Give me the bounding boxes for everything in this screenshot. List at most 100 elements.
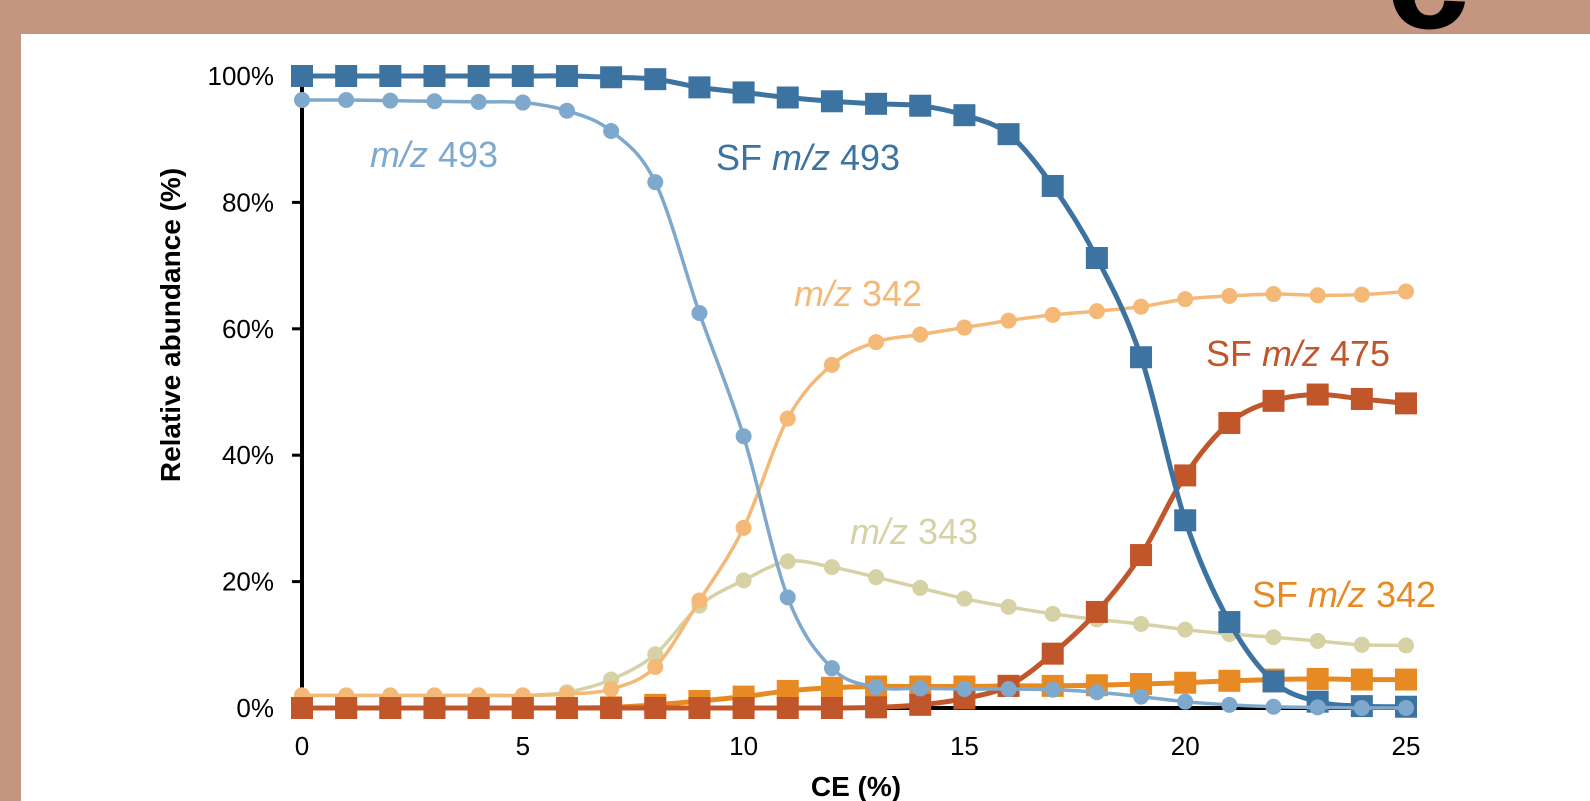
data-point-sf475 — [511, 697, 534, 719]
data-point-mz342 — [1177, 291, 1194, 308]
data-point-mz342 — [779, 410, 796, 427]
series-line-sf493 — [301, 73, 1407, 710]
data-point-mz493 — [691, 305, 708, 321]
data-point-mz342 — [1000, 312, 1017, 329]
data-point-sf475 — [379, 697, 402, 719]
y-tick-label: 80% — [222, 187, 274, 217]
data-point-mz493 — [603, 122, 620, 139]
data-point-mz342 — [647, 658, 664, 675]
data-point-mz493 — [382, 92, 399, 109]
data-point-mz342 — [823, 356, 840, 373]
data-point-mz343 — [735, 572, 752, 589]
data-point-sf493 — [600, 66, 623, 89]
label-mz342: m/z 342 — [794, 273, 922, 314]
data-point-sf493 — [291, 65, 313, 87]
data-point-sf493 — [1041, 174, 1064, 197]
data-point-mz342 — [1088, 303, 1105, 320]
data-point-mz343 — [868, 569, 885, 586]
data-point-sf493 — [909, 94, 932, 117]
data-point-mz493 — [956, 681, 973, 698]
data-point-sf493 — [1218, 611, 1241, 634]
data-point-mz342 — [1353, 286, 1370, 303]
data-point-sf475 — [865, 696, 888, 719]
label-sf342: SF m/z 342 — [1252, 574, 1436, 615]
data-point-sf493 — [997, 123, 1020, 146]
data-point-mz343 — [1309, 633, 1326, 650]
data-point-mz493 — [779, 589, 796, 606]
y-tick-label: 20% — [222, 567, 274, 597]
data-point-mz493 — [1353, 700, 1370, 716]
x-axis-label: CE (%) — [811, 771, 901, 801]
y-tick-label: 40% — [222, 440, 274, 470]
data-point-mz342 — [956, 319, 973, 336]
data-point-sf342 — [820, 676, 843, 699]
data-point-sf493 — [423, 65, 446, 87]
data-point-sf342 — [1350, 668, 1373, 691]
x-ticks: 0 5 10 15 20 25 — [295, 731, 1421, 761]
data-point-mz493 — [558, 102, 575, 119]
data-point-mz493 — [735, 428, 752, 445]
series-annotations: m/z 493 SF m/z 493 m/z 342 SF m/z 475 m/… — [370, 134, 1436, 615]
data-point-sf342 — [1306, 667, 1329, 690]
data-point-sf493 — [1130, 346, 1153, 369]
data-point-mz343 — [956, 590, 973, 607]
data-point-mz493 — [1265, 698, 1282, 715]
series-line-mz343 — [302, 559, 1407, 698]
data-point-mz493 — [1309, 699, 1326, 716]
series-line-mz493 — [301, 98, 1407, 710]
data-point-mz343 — [1353, 636, 1370, 653]
data-point-sf475 — [1218, 411, 1241, 434]
x-tick-label: 0 — [295, 731, 309, 761]
data-point-sf493 — [644, 68, 667, 91]
data-point-mz342 — [1221, 287, 1238, 304]
data-point-sf475 — [732, 697, 755, 719]
data-point-mz493 — [1088, 684, 1105, 701]
data-point-sf475 — [1041, 642, 1064, 665]
x-tick-label: 25 — [1392, 731, 1421, 761]
x-tick-label: 10 — [729, 731, 758, 761]
data-point-sf493 — [1262, 670, 1285, 693]
data-point-sf493 — [1085, 247, 1108, 270]
data-point-sf475 — [600, 697, 623, 719]
data-point-mz493 — [294, 92, 310, 109]
data-point-mz493 — [868, 679, 885, 696]
y-tick-label: 0% — [236, 693, 274, 723]
label-mz343: m/z 343 — [850, 511, 978, 552]
data-point-sf475 — [1350, 387, 1373, 410]
data-point-mz493 — [1221, 696, 1238, 713]
data-point-sf493 — [865, 92, 888, 115]
data-point-sf475 — [820, 697, 843, 719]
data-point-mz493 — [823, 660, 840, 677]
data-point-sf493 — [511, 65, 534, 87]
data-point-sf493 — [688, 76, 711, 99]
series-sf342 — [291, 667, 1417, 719]
data-point-sf475 — [1395, 392, 1417, 415]
y-tick-label: 100% — [208, 61, 275, 91]
panel-letter: c — [1386, 0, 1490, 34]
label-sf493: SF m/z 493 — [716, 137, 900, 178]
data-point-mz493 — [1398, 700, 1414, 716]
data-point-sf342 — [776, 679, 799, 702]
data-point-sf493 — [953, 104, 976, 127]
x-tick-label: 20 — [1171, 731, 1200, 761]
series-layer — [291, 65, 1417, 719]
data-point-sf493 — [379, 65, 402, 87]
data-point-mz343 — [912, 579, 929, 596]
data-point-sf493 — [1174, 509, 1197, 532]
data-point-mz342 — [1133, 298, 1150, 315]
data-point-mz493 — [647, 174, 664, 191]
data-point-mz493 — [1177, 693, 1194, 710]
y-axis-label: Relative abundance (%) — [155, 168, 186, 482]
data-point-sf342 — [1395, 668, 1417, 691]
data-point-mz343 — [1177, 621, 1194, 638]
data-point-mz493 — [338, 92, 355, 109]
data-point-mz343 — [647, 646, 664, 663]
data-point-sf475 — [555, 697, 578, 719]
data-point-mz493 — [426, 93, 443, 110]
data-point-mz493 — [1044, 681, 1061, 698]
data-point-sf493 — [467, 65, 490, 87]
data-point-sf475 — [909, 693, 932, 716]
data-point-mz343 — [1265, 629, 1282, 646]
label-sf475: SF m/z 475 — [1206, 333, 1390, 374]
